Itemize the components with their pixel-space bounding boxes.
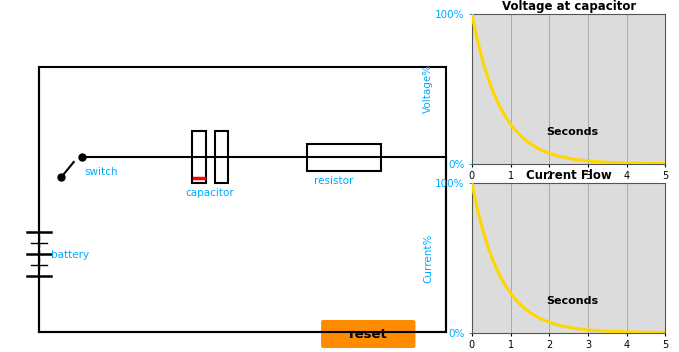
Y-axis label: Voltage%: Voltage% [424, 64, 433, 113]
Text: reset: reset [349, 327, 388, 340]
Text: switch: switch [84, 167, 117, 177]
Y-axis label: Current%: Current% [424, 233, 433, 283]
Bar [192, 131, 206, 183]
Bar [307, 144, 380, 170]
FancyBboxPatch shape [321, 320, 416, 348]
Text: battery: battery [51, 250, 89, 259]
Text: Seconds: Seconds [547, 296, 599, 306]
Title: Current Flow: Current Flow [526, 169, 612, 182]
Text: resistor: resistor [314, 176, 353, 186]
Title: Voltage at capacitor: Voltage at capacitor [502, 0, 636, 13]
Text: Seconds: Seconds [547, 127, 599, 137]
Bar [39, 67, 446, 332]
Text: capacitor: capacitor [186, 188, 235, 198]
Bar [215, 131, 228, 183]
